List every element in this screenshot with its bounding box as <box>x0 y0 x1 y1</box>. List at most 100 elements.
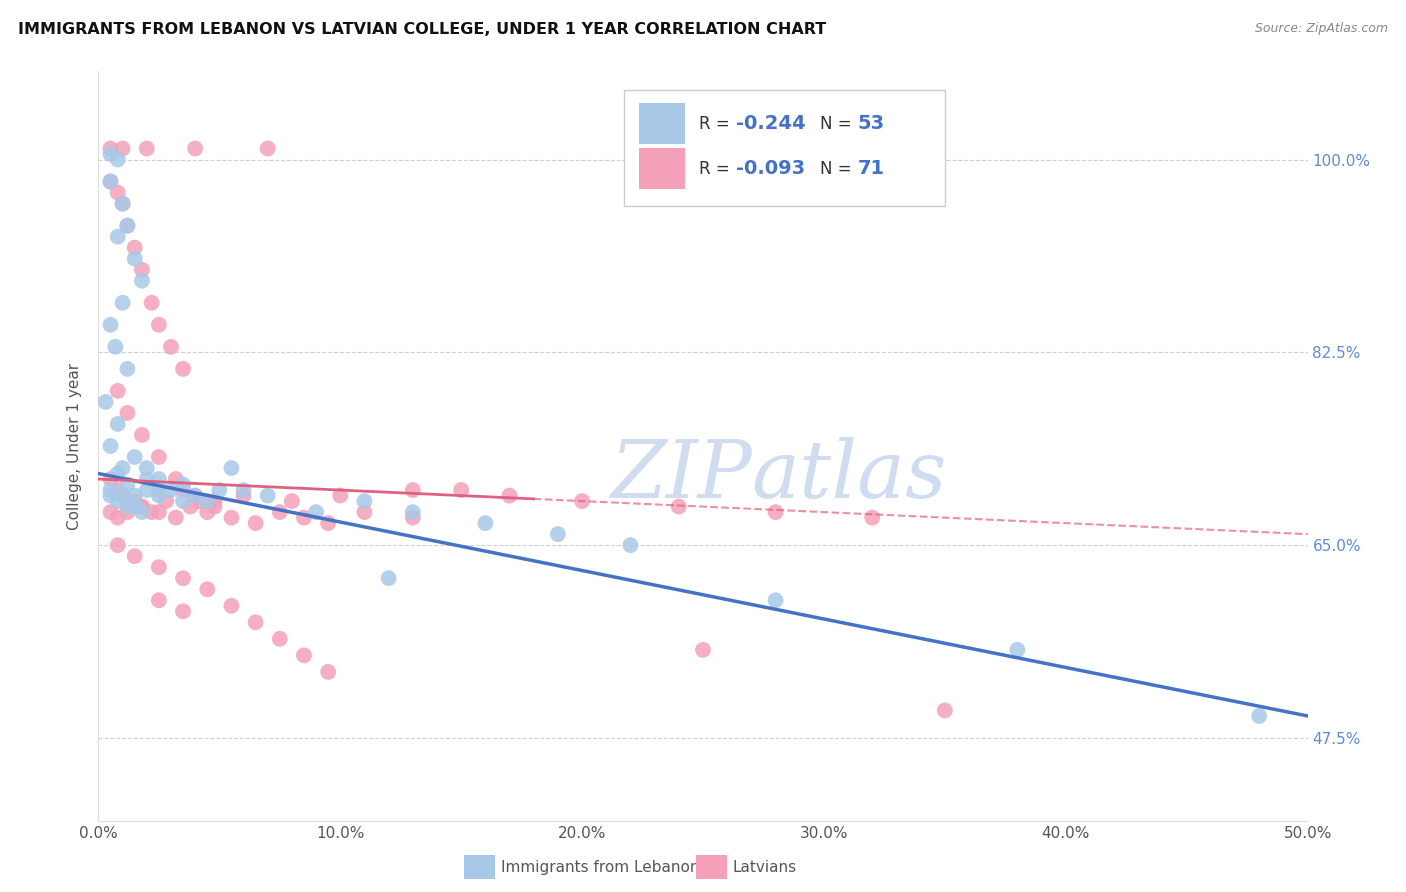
Point <box>100 472 122 486</box>
Point <box>172 483 194 497</box>
Y-axis label: College, Under 1 year: College, Under 1 year <box>67 362 83 530</box>
Point <box>117 362 139 376</box>
Point <box>232 489 254 503</box>
Point <box>111 461 134 475</box>
Point <box>165 510 187 524</box>
Text: atlas: atlas <box>751 437 946 515</box>
Point <box>165 472 187 486</box>
FancyBboxPatch shape <box>624 90 945 206</box>
Point <box>107 417 129 431</box>
Text: IMMIGRANTS FROM LEBANON VS LATVIAN COLLEGE, UNDER 1 YEAR CORRELATION CHART: IMMIGRANTS FROM LEBANON VS LATVIAN COLLE… <box>18 22 827 37</box>
Point <box>402 505 425 519</box>
Point <box>172 362 194 376</box>
Point <box>195 505 218 519</box>
Point <box>281 494 304 508</box>
Point <box>94 395 117 409</box>
Point <box>148 318 170 332</box>
Point <box>204 494 226 508</box>
Point <box>111 196 134 211</box>
Point <box>111 489 134 503</box>
Point <box>141 295 163 310</box>
Point <box>107 494 129 508</box>
Point <box>100 175 122 189</box>
Point <box>402 510 425 524</box>
Point <box>135 141 157 155</box>
Point <box>195 582 218 597</box>
Point <box>131 505 153 519</box>
Point <box>148 593 170 607</box>
Point <box>353 494 375 508</box>
Point <box>329 489 352 503</box>
Point <box>148 450 170 464</box>
Point <box>100 147 122 161</box>
Point <box>316 665 339 679</box>
Point <box>1249 709 1271 723</box>
Point <box>450 483 472 497</box>
Point <box>474 516 496 530</box>
Point <box>269 505 291 519</box>
Point <box>100 505 122 519</box>
Point <box>107 186 129 200</box>
Text: 53: 53 <box>858 114 884 133</box>
Point <box>155 494 177 508</box>
Point <box>124 241 146 255</box>
Point <box>107 467 129 481</box>
Point <box>245 516 267 530</box>
Point <box>111 196 134 211</box>
Point <box>131 500 153 514</box>
Point <box>135 461 157 475</box>
Point <box>111 489 134 503</box>
Point <box>107 483 129 497</box>
Point <box>107 538 129 552</box>
Point <box>221 510 243 524</box>
Point <box>184 489 207 503</box>
Point <box>111 295 134 310</box>
Point <box>160 340 183 354</box>
Point <box>131 262 153 277</box>
Point <box>377 571 399 585</box>
Point <box>221 461 243 475</box>
Point <box>148 483 170 497</box>
Point <box>269 632 291 646</box>
Text: -0.093: -0.093 <box>735 160 804 178</box>
Point <box>179 500 201 514</box>
Point <box>124 500 146 514</box>
Point <box>765 593 787 607</box>
Point <box>100 141 122 155</box>
Point <box>316 516 339 530</box>
Point <box>117 500 139 514</box>
Point <box>148 489 170 503</box>
Text: Latvians: Latvians <box>733 860 797 874</box>
Text: Immigrants from Lebanon: Immigrants from Lebanon <box>501 860 699 874</box>
Point <box>204 500 226 514</box>
Point <box>619 538 641 552</box>
Point <box>860 510 883 524</box>
Point <box>934 703 956 717</box>
Point <box>402 483 425 497</box>
FancyBboxPatch shape <box>638 103 685 145</box>
Text: N =: N = <box>820 160 858 178</box>
FancyBboxPatch shape <box>638 148 685 189</box>
Point <box>148 472 170 486</box>
Point <box>292 510 315 524</box>
Point <box>131 274 153 288</box>
Text: R =: R = <box>699 115 735 133</box>
Text: -0.244: -0.244 <box>735 114 806 133</box>
Point <box>172 571 194 585</box>
Point <box>117 477 139 491</box>
Point <box>131 428 153 442</box>
Point <box>131 500 153 514</box>
Point <box>117 219 139 233</box>
Point <box>571 494 593 508</box>
Point <box>100 489 122 503</box>
Point <box>107 384 129 398</box>
Point <box>692 643 714 657</box>
Point <box>111 141 134 155</box>
Point <box>100 175 122 189</box>
Point <box>107 510 129 524</box>
Point <box>124 549 146 564</box>
Point <box>195 494 218 508</box>
Point <box>100 318 122 332</box>
Point <box>100 439 122 453</box>
Point <box>104 340 127 354</box>
